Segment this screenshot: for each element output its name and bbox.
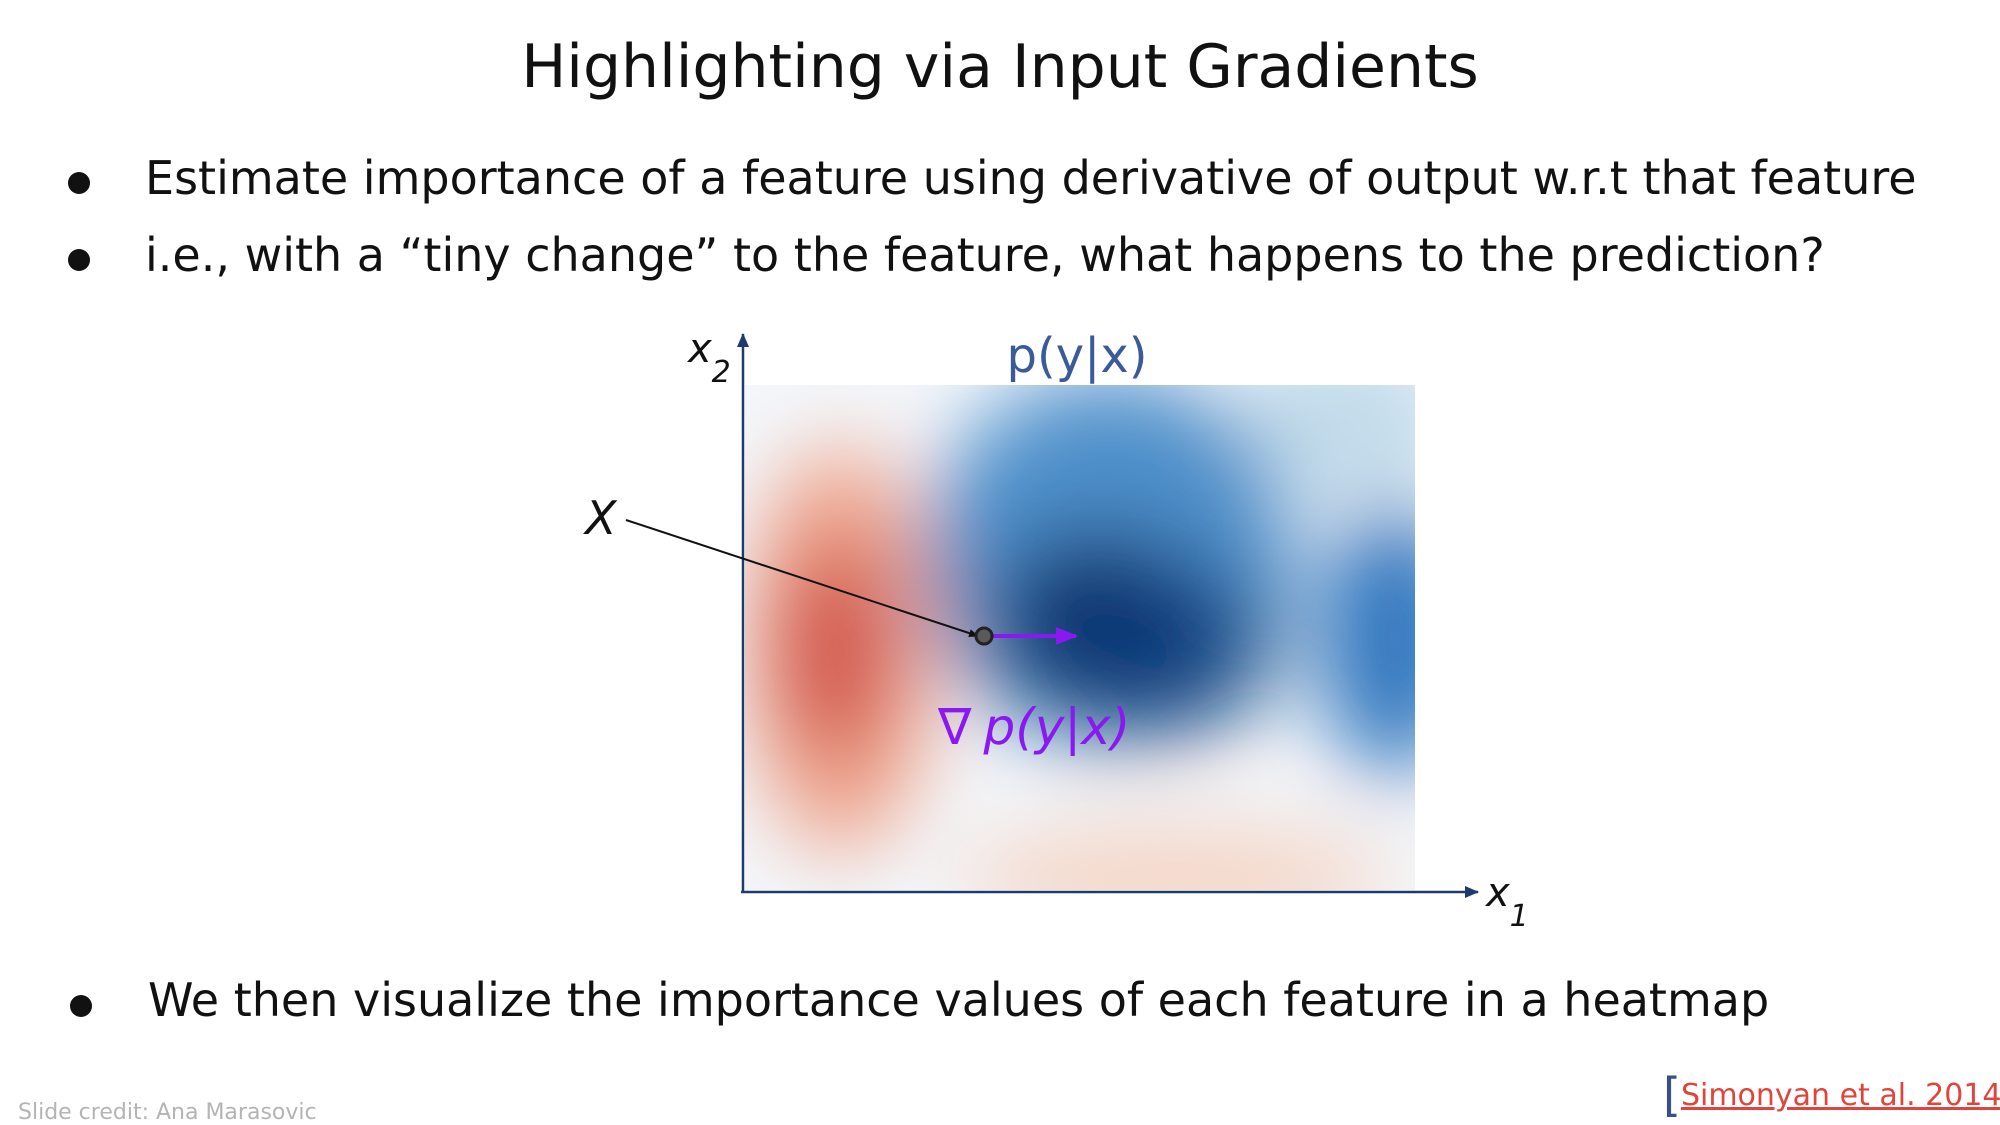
plot-title: p(y|x) <box>1007 328 1148 384</box>
input-point <box>974 626 994 646</box>
bullet-dot <box>68 249 90 271</box>
y-axis-label: x2 <box>686 326 731 390</box>
gradient-label: ∇ p(y|x) <box>937 698 1130 756</box>
bullet-dot <box>70 995 92 1017</box>
bullet-dot <box>68 172 90 194</box>
nabla-symbol: ∇ <box>937 698 972 756</box>
bullet-text: We then visualize the importance values … <box>148 973 1770 1027</box>
citation-link[interactable]: Simonyan et al. 2014 <box>1680 1078 2000 1113</box>
pointer-arrow <box>625 519 979 637</box>
slide-title: Highlighting via Input Gradients <box>521 32 1479 102</box>
probability-heatmap <box>745 385 1415 890</box>
bullet-text: Estimate importance of a feature using d… <box>145 151 1917 205</box>
x-axis-label: x1 <box>1484 870 1529 934</box>
citation-open-bracket: [ <box>1663 1068 1681 1122</box>
point-label: X <box>583 491 618 545</box>
slide-credit: Slide credit: Ana Marasovic <box>18 1100 317 1125</box>
bullet-text: i.e., with a “tiny change” to the featur… <box>145 228 1825 282</box>
citation: [Simonyan et al. 2014] <box>1663 1068 2000 1122</box>
